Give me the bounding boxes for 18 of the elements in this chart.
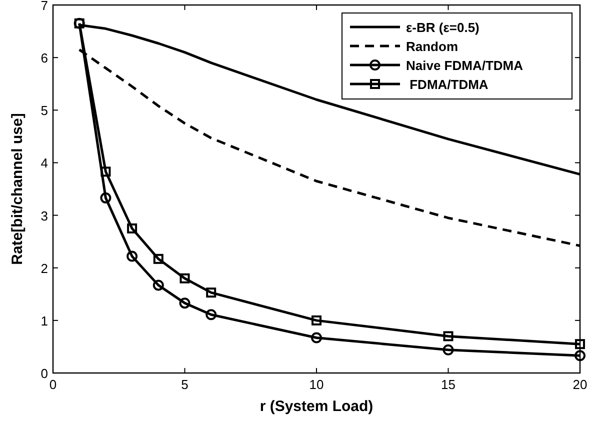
legend-label: ε-BR (ε=0.5) [406, 20, 480, 35]
legend-label: Naive FDMA/TDMA [406, 58, 524, 73]
y-tick-label: 5 [40, 103, 48, 118]
x-tick-label: 20 [572, 377, 588, 392]
y-axis-title: Rate[bit/channel use] [9, 113, 26, 265]
x-tick-label: 5 [181, 377, 188, 392]
y-tick-label: 4 [40, 156, 48, 171]
y-tick-label: 6 [40, 50, 48, 66]
legend-label: FDMA/TDMA [406, 77, 489, 92]
y-tick-label: 1 [40, 313, 48, 328]
x-tick-label: 15 [441, 377, 456, 392]
y-tick-label: 0 [40, 366, 48, 381]
legend-label: Random [406, 39, 458, 54]
y-tick-label: 3 [40, 208, 48, 224]
y-tick-label: 2 [40, 260, 48, 276]
x-axis-title: r (System Load) [260, 398, 374, 415]
y-tick-label: 7 [40, 0, 48, 13]
x-tick-label: 10 [309, 377, 324, 392]
